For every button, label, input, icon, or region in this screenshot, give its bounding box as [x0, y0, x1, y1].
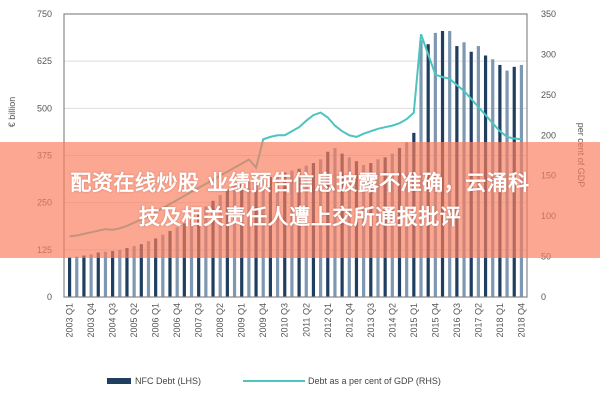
x-tick-label: 2006 Q1: [151, 303, 161, 338]
bar-nfc-debt: [161, 234, 165, 297]
headline-line-2: 技及相关责任人遭上交所通报批评: [138, 205, 462, 229]
legend-swatch-nfc-debt: [107, 378, 131, 384]
x-axis-ticks: 2003 Q1 2003 Q4 2004 Q3 2005 Q2 2006 Q1 2006 …: [65, 303, 527, 338]
x-tick-label: 2016 Q3: [452, 303, 462, 338]
legend: NFC Debt (LHS) Debt as a per cent of GDP…: [107, 376, 441, 386]
x-tick-label: 2015 Q1: [409, 303, 419, 338]
bar-nfc-debt: [175, 227, 179, 297]
x-tick-label: 2004 Q3: [108, 303, 118, 338]
bar-nfc-debt: [182, 223, 186, 297]
left-axis-label: € billion: [7, 97, 17, 128]
bar-nfc-debt: [139, 244, 143, 297]
right-tick-label: 300: [541, 49, 556, 59]
bar-nfc-debt: [111, 250, 115, 297]
bar-nfc-debt: [154, 238, 158, 297]
x-tick-label: 2010 Q3: [280, 303, 290, 338]
x-tick-label: 2012 Q1: [323, 303, 333, 338]
legend-label-nfc-debt: NFC Debt (LHS): [135, 376, 201, 386]
x-tick-label: 2007 Q3: [194, 303, 204, 338]
bar-nfc-debt: [103, 251, 108, 297]
x-tick-label: 2003 Q4: [86, 303, 96, 338]
bar-nfc-debt: [146, 241, 151, 297]
bar-nfc-debt: [168, 230, 172, 297]
x-tick-label: 2012 Q4: [344, 303, 354, 338]
legend-label-debt-gdp: Debt as a per cent of GDP (RHS): [308, 376, 441, 386]
x-tick-label: 2009 Q1: [237, 303, 247, 338]
bar-nfc-debt: [75, 256, 79, 297]
right-tick-label: 0: [541, 292, 546, 302]
x-tick-label: 2018 Q1: [495, 303, 505, 338]
headline-line-1: 配资在线炒股 业绩预告信息披露不准确，云涌科: [70, 171, 530, 195]
x-tick-label: 2006 Q4: [172, 303, 182, 338]
x-tick-label: 2008 Q2: [215, 303, 225, 338]
left-tick-label: 625: [37, 56, 52, 66]
x-tick-label: 2017 Q2: [473, 303, 483, 338]
x-tick-label: 2014 Q2: [387, 303, 397, 338]
x-tick-label: 2009 Q4: [258, 303, 268, 338]
x-tick-label: 2005 Q2: [129, 303, 139, 338]
bar-nfc-debt: [82, 255, 86, 297]
bar-nfc-debt: [96, 252, 100, 297]
right-tick-label: 250: [541, 90, 556, 100]
x-tick-label: 2003 Q1: [65, 303, 75, 338]
left-tick-label: 500: [37, 103, 52, 113]
x-tick-label: 2015 Q4: [430, 303, 440, 338]
headline-banner: 配资在线炒股 业绩预告信息披露不准确，云涌科 技及相关责任人遭上交所通报批评: [0, 142, 600, 258]
x-tick-label: 2018 Q4: [516, 303, 526, 338]
left-tick-label: 0: [47, 292, 52, 302]
bar-nfc-debt: [125, 247, 129, 297]
left-tick-label: 750: [37, 9, 52, 19]
bar-nfc-debt: [89, 254, 93, 297]
right-tick-label: 350: [541, 9, 556, 19]
right-tick-label: 200: [541, 130, 556, 140]
x-tick-label: 2013 Q3: [366, 303, 376, 338]
bar-nfc-debt: [132, 246, 136, 297]
x-tick-label: 2011 Q2: [301, 303, 311, 337]
bar-nfc-debt: [67, 257, 72, 297]
bar-nfc-debt: [118, 249, 122, 297]
